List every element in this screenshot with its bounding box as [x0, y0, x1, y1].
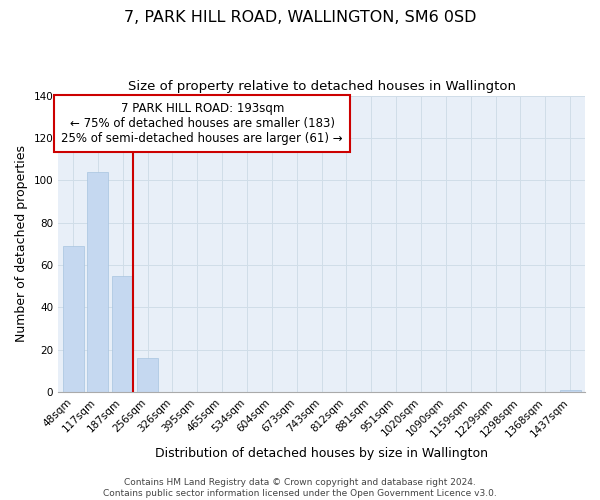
- Bar: [137, 358, 158, 392]
- Text: 7 PARK HILL ROAD: 193sqm
← 75% of detached houses are smaller (183)
25% of semi-: 7 PARK HILL ROAD: 193sqm ← 75% of detach…: [61, 102, 343, 145]
- Text: Contains HM Land Registry data © Crown copyright and database right 2024.
Contai: Contains HM Land Registry data © Crown c…: [103, 478, 497, 498]
- Bar: [88, 172, 109, 392]
- Text: 7, PARK HILL ROAD, WALLINGTON, SM6 0SD: 7, PARK HILL ROAD, WALLINGTON, SM6 0SD: [124, 10, 476, 25]
- Title: Size of property relative to detached houses in Wallington: Size of property relative to detached ho…: [128, 80, 515, 93]
- Bar: [560, 390, 581, 392]
- Bar: [112, 276, 133, 392]
- Bar: [62, 246, 83, 392]
- Y-axis label: Number of detached properties: Number of detached properties: [15, 146, 28, 342]
- X-axis label: Distribution of detached houses by size in Wallington: Distribution of detached houses by size …: [155, 447, 488, 460]
